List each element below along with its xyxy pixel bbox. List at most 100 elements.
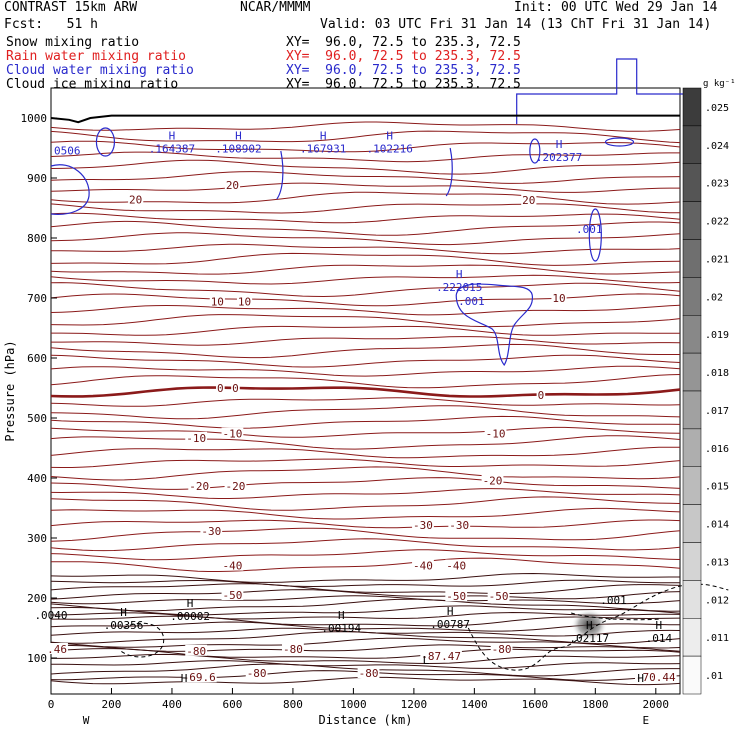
isotherm-line [50,549,681,561]
isotherm-line [50,527,681,542]
isotherm-line [50,466,681,481]
isotherm-line [50,589,681,600]
colorbar-tick-label: .02 [705,292,723,303]
ice-marker-label: H [447,605,454,618]
field-xy-cloud-water: XY= 96.0, 72.5 to 235.3, 72.5 [286,63,521,78]
colorbar-tick-label: .017 [705,406,729,417]
isotherm-line [50,426,681,438]
isotherm-line [50,477,681,490]
isotherm-line [50,182,680,193]
isotherm-line [51,325,680,336]
isotherm-label-bg [221,559,244,571]
isotherm-label-bg [236,295,253,307]
cloud-water-marker-value: .222015 [436,281,482,294]
cloud-water-contour [588,208,602,262]
isotherm-label-bg [490,643,513,654]
isotherm-line [50,644,681,652]
isotherm-label-bg [221,589,244,600]
colorbar-segment [682,352,702,392]
colorbar-segment [682,87,702,127]
ice-marker-value: .00194 [321,622,361,635]
cloud-water-contour [276,150,284,200]
isotherm-line [50,314,681,328]
isotherm-line [50,611,681,620]
colorbar-tick-label: .022 [705,217,729,228]
isotherm-line [50,538,681,552]
isotherm-line [50,151,680,163]
ice-contour [467,583,729,671]
isotherm-label-bg [487,590,510,602]
isotherm-label: -80 [186,645,206,658]
isotherm-label: 0 [232,382,239,395]
isotherm-line [50,397,681,407]
colorbar-segment [682,542,702,581]
x-tick-label: 200 [102,698,122,711]
isotherm-label: 0 [538,389,545,402]
y-tick-label: 700 [27,292,47,305]
isotherm-line [50,121,681,132]
x-tick-label: 0 [48,698,55,711]
x-tick-label: 1600 [522,698,549,711]
colorbar-segment [682,163,702,202]
y-tick-label: 800 [27,232,47,245]
ice-contour [570,612,662,621]
init-time: Init: 00 UTC Wed 29 Jan 14 [514,0,718,15]
colorbar-segment [682,466,702,505]
colorbar-tick-label: .016 [705,444,729,455]
cloud-water-marker-value: .202377 [536,151,582,164]
isotherm-label: -10 [223,428,243,441]
isotherm-line [50,171,681,184]
isotherm-line [50,595,681,605]
terrain-surface [50,114,680,124]
colorbar-tick-label: .018 [705,368,729,379]
isotherm-line [50,343,680,359]
isotherm-label-bg [420,650,462,662]
colorbar-tick-label: .014 [705,520,729,531]
colorbar-unit: g kg⁻¹ [703,79,736,89]
isotherm-label-bg [448,518,471,530]
ice-marker-label: H [338,609,345,622]
isotherm-line [50,435,681,450]
isotherm-line [50,252,681,266]
isotherm-label: -69.6 [183,671,216,684]
field-name-snow: Snow mixing ratio [6,35,140,50]
isotherm-line [50,203,681,214]
cloud-water-marker-value: .167931 [300,143,346,156]
isotherm-label: -50 [446,590,466,603]
cloud-water-marker-label: H [456,268,463,281]
x-tick-label: 1200 [401,698,428,711]
field-name-cloud-water: Cloud water mixing ratio [6,63,194,78]
ice-marker-value: .0040 [34,609,67,622]
isotherm-line [50,519,681,529]
colorbar: .025 .024 .023 .022 .021 .02 .019 .018 .017 .016.… [682,79,736,695]
isotherm-label-bg [216,382,225,393]
isotherm-line [50,488,681,499]
cloud-water-marker-value: 0506 [54,145,81,158]
isotherm-label-bg [282,643,304,654]
ice-marker-value: .00356 [104,619,144,632]
ice-marker-value: .014 [646,632,673,645]
isotherm-label-bg [224,179,241,191]
isotherm-label: -50 [489,590,509,603]
colorbar-tick-label: .023 [705,179,729,190]
ice-marker-label: H [187,597,194,610]
colorbar-segment [682,428,702,467]
axes: 0 200 400 600 800 1000 1200 1400 1600 1800 2000100… [3,112,669,727]
isotherm-line [50,191,681,205]
isotherm-line [50,405,681,420]
isotherm-line [50,446,681,459]
cloud-water-contour [516,58,688,134]
isotherm-label: -50 [223,589,243,602]
colorbar-segment [682,580,702,619]
colorbar-segment [682,504,702,543]
organization-label: NCAR/MMMM [240,0,311,15]
isotherm-line [50,496,681,511]
isotherm-label-bg [209,295,225,307]
ice-marker-value: .00787 [430,618,470,631]
field-name-rain: Rain water mixing ratio [6,49,187,64]
colorbar-segment [682,201,702,240]
isotherm-label: -10 [186,432,206,445]
isotherm-line [50,354,681,368]
y-tick-label: 600 [27,352,47,365]
